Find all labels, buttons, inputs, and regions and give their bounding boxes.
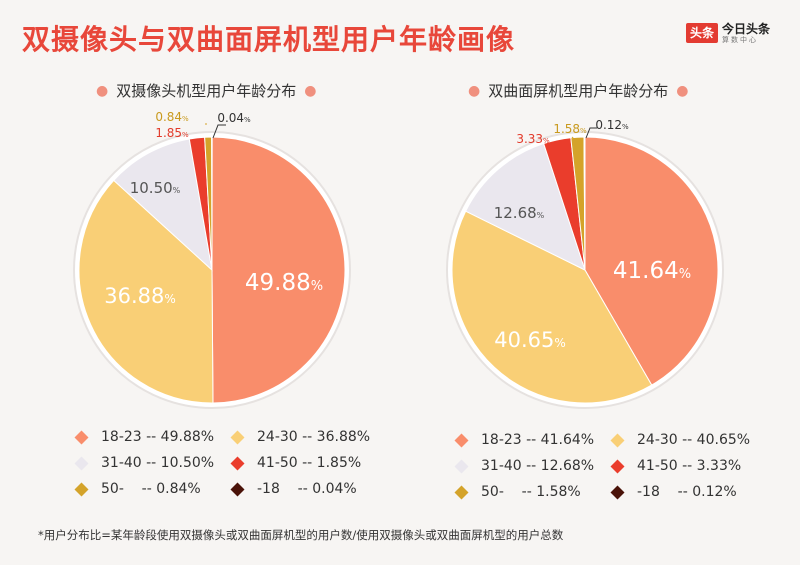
data-label: 10.50% xyxy=(130,179,181,197)
bullet-dot-icon: ● xyxy=(96,82,109,99)
legend-diamond-icon xyxy=(610,484,625,500)
data-label: 36.88% xyxy=(104,284,176,308)
data-label: 0.12% xyxy=(595,118,629,132)
logo-subtext: 算数中心 xyxy=(722,35,759,44)
legend-label: 31-40 -- 10.50% xyxy=(101,455,215,471)
legend-diamond-icon xyxy=(230,429,245,445)
legend-label: 50- -- 0.84% xyxy=(101,481,201,497)
legend-row: 31-40 -- 12.68% 41-50 -- 3.33% xyxy=(454,453,762,479)
legend-row: 50- -- 1.58% -18 -- 0.12% xyxy=(454,479,762,505)
leader-line xyxy=(212,124,226,139)
left-legend: 18-23 -- 49.88% 24-30 -- 36.88% 31-40 -- 1… xyxy=(74,424,382,502)
pie-slice--18 xyxy=(583,136,586,271)
legend-item: -18 -- 0.04% xyxy=(230,481,382,497)
legend-label: -18 -- 0.04% xyxy=(257,481,357,497)
page-title: 双摄像头与双曲面屏机型用户年龄画像 xyxy=(22,23,516,56)
right-legend: 18-23 -- 41.64% 24-30 -- 40.65% 31-40 -- 1… xyxy=(454,427,762,505)
legend-item: 31-40 -- 10.50% xyxy=(74,455,226,471)
bullet-dot-icon: ● xyxy=(676,82,689,99)
legend-diamond-icon xyxy=(74,481,89,497)
legend-diamond-icon xyxy=(454,458,469,474)
data-label: 0.04% xyxy=(217,111,251,125)
legend-item: 50- -- 0.84% xyxy=(74,481,226,497)
data-label: 3.33% xyxy=(516,132,550,146)
legend-label: -18 -- 0.12% xyxy=(637,484,737,500)
legend-row: 18-23 -- 41.64% 24-30 -- 40.65% xyxy=(454,427,762,453)
legend-diamond-icon xyxy=(610,458,625,474)
legend-item: -18 -- 0.12% xyxy=(610,484,762,500)
legend-label: 31-40 -- 12.68% xyxy=(481,458,595,474)
data-label: 0.84% xyxy=(155,110,189,124)
legend-label: 41-50 -- 3.33% xyxy=(637,458,742,474)
legend-item: 50- -- 1.58% xyxy=(454,484,606,500)
legend-item: 41-50 -- 3.33% xyxy=(610,458,762,474)
left-chart-title: ● 双摄像头机型用户年龄分布 ● xyxy=(88,80,324,101)
legend-diamond-icon xyxy=(230,481,245,497)
pie-slice-18-23 xyxy=(211,136,346,404)
right-chart-title-text: 双曲面屏机型用户年龄分布 xyxy=(488,82,669,100)
toutiao-logo: 头条 今日头条 算数中心 xyxy=(686,20,782,46)
legend-item: 18-23 -- 49.88% xyxy=(74,429,226,445)
legend-item: 24-30 -- 40.65% xyxy=(610,432,762,448)
legend-row: 31-40 -- 10.50% 41-50 -- 1.85% xyxy=(74,450,382,476)
bullet-dot-icon: ● xyxy=(468,82,481,99)
legend-item: 31-40 -- 12.68% xyxy=(454,458,606,474)
legend-label: 24-30 -- 40.65% xyxy=(637,432,751,448)
legend-diamond-icon xyxy=(610,432,625,448)
pie-slice-24-30 xyxy=(451,210,653,404)
left-chart-title-text: 双摄像头机型用户年龄分布 xyxy=(116,82,297,100)
legend-item: 24-30 -- 36.88% xyxy=(230,429,382,445)
logo-box: 头条 xyxy=(686,23,719,43)
pie-slice--18 xyxy=(211,136,213,271)
legend-row: 18-23 -- 49.88% 24-30 -- 36.88% xyxy=(74,424,382,450)
legend-item: 18-23 -- 41.64% xyxy=(454,432,606,448)
legend-label: 24-30 -- 36.88% xyxy=(257,429,371,445)
pie-slice-31-40 xyxy=(465,142,586,271)
data-label: 1.85% xyxy=(155,126,189,140)
pie-slice-24-30 xyxy=(78,179,214,404)
legend-diamond-icon xyxy=(74,455,89,471)
data-label: 40.65% xyxy=(494,328,566,352)
legend-diamond-icon xyxy=(454,432,469,448)
legend-diamond-icon xyxy=(230,455,245,471)
data-label: 12.68% xyxy=(494,204,545,222)
footnote: *用户分布比=某年龄段使用双摄像头或双曲面屏机型的用户数/使用双摄像头或双曲面屏… xyxy=(38,528,564,542)
legend-label: 50- -- 1.58% xyxy=(481,484,581,500)
leader-line xyxy=(571,136,576,141)
bullet-dot-icon: ● xyxy=(304,82,317,99)
leader-line xyxy=(585,127,597,139)
legend-label: 18-23 -- 49.88% xyxy=(101,429,215,445)
pie-slice-18-23 xyxy=(584,136,719,386)
legend-row: 50- -- 0.84% -18 -- 0.04% xyxy=(74,476,382,502)
data-label: 1.58% xyxy=(553,122,587,136)
data-label: 41.64% xyxy=(613,258,691,284)
legend-item: 41-50 -- 1.85% xyxy=(230,455,382,471)
legend-diamond-icon xyxy=(74,429,89,445)
legend-label: 41-50 -- 1.85% xyxy=(257,455,362,471)
legend-label: 18-23 -- 41.64% xyxy=(481,432,595,448)
pie-slice-31-40 xyxy=(113,138,213,272)
legend-diamond-icon xyxy=(454,484,469,500)
right-chart-title: ● 双曲面屏机型用户年龄分布 ● xyxy=(460,80,696,101)
logo-text: 今日头条 xyxy=(722,21,771,36)
data-label: 49.88% xyxy=(245,270,323,296)
